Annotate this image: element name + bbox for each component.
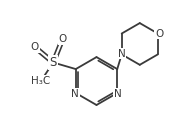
Text: O: O bbox=[30, 42, 39, 52]
Text: H₃C: H₃C bbox=[31, 76, 51, 86]
Text: O: O bbox=[58, 34, 67, 44]
Text: O: O bbox=[155, 28, 163, 38]
Text: S: S bbox=[50, 56, 57, 69]
Text: N: N bbox=[71, 89, 79, 99]
Text: N: N bbox=[114, 89, 122, 99]
Text: N: N bbox=[118, 49, 126, 59]
